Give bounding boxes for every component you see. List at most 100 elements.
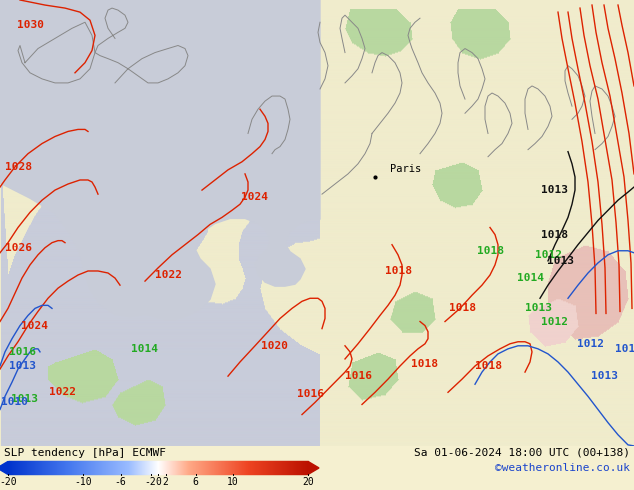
- Text: SLP tendency [hPa] ECMWF: SLP tendency [hPa] ECMWF: [4, 448, 166, 458]
- Text: 1022: 1022: [155, 270, 181, 280]
- Bar: [76, 462, 77, 474]
- Bar: [77, 462, 78, 474]
- Bar: [130, 462, 131, 474]
- Bar: [155, 462, 156, 474]
- Bar: [78, 462, 79, 474]
- Text: 1013: 1013: [524, 303, 552, 314]
- Bar: [230, 462, 231, 474]
- Bar: [59, 462, 60, 474]
- Bar: [133, 462, 134, 474]
- Bar: [262, 462, 263, 474]
- Bar: [166, 462, 167, 474]
- Bar: [99, 462, 100, 474]
- Bar: [85, 462, 86, 474]
- Text: 1024: 1024: [22, 320, 48, 331]
- Text: 1024: 1024: [242, 192, 269, 202]
- Bar: [188, 462, 189, 474]
- Bar: [41, 462, 42, 474]
- Bar: [11, 462, 12, 474]
- Bar: [114, 462, 115, 474]
- Bar: [302, 462, 303, 474]
- Text: -20: -20: [0, 477, 17, 488]
- Bar: [297, 462, 298, 474]
- Bar: [73, 462, 74, 474]
- Text: 1013: 1013: [8, 361, 36, 371]
- Bar: [175, 462, 176, 474]
- Bar: [164, 462, 165, 474]
- Bar: [146, 462, 147, 474]
- Bar: [20, 462, 21, 474]
- Bar: [40, 462, 41, 474]
- Bar: [68, 462, 69, 474]
- Bar: [284, 462, 285, 474]
- Bar: [127, 462, 128, 474]
- Bar: [9, 462, 10, 474]
- Bar: [185, 462, 186, 474]
- Text: 1018: 1018: [477, 246, 503, 256]
- Bar: [204, 462, 205, 474]
- Bar: [104, 462, 105, 474]
- Bar: [33, 462, 34, 474]
- Text: 0: 0: [155, 477, 161, 488]
- Bar: [125, 462, 126, 474]
- Bar: [189, 462, 190, 474]
- Bar: [90, 462, 91, 474]
- Bar: [121, 462, 122, 474]
- Bar: [51, 462, 52, 474]
- Bar: [275, 462, 276, 474]
- Bar: [279, 462, 280, 474]
- Bar: [50, 462, 51, 474]
- Bar: [156, 462, 157, 474]
- Bar: [163, 462, 164, 474]
- Text: 1013: 1013: [541, 185, 569, 195]
- Text: 1020: 1020: [261, 341, 288, 351]
- Bar: [280, 462, 281, 474]
- Bar: [95, 462, 96, 474]
- Bar: [79, 462, 80, 474]
- Bar: [200, 462, 201, 474]
- Bar: [213, 462, 214, 474]
- Bar: [265, 462, 266, 474]
- Text: 1013: 1013: [592, 371, 619, 381]
- Bar: [136, 462, 137, 474]
- Bar: [187, 462, 188, 474]
- Bar: [60, 462, 61, 474]
- Bar: [205, 462, 206, 474]
- Bar: [248, 462, 249, 474]
- Bar: [71, 462, 72, 474]
- Bar: [228, 462, 229, 474]
- Bar: [96, 462, 97, 474]
- Bar: [233, 462, 234, 474]
- Text: 1016: 1016: [8, 347, 36, 357]
- Bar: [194, 462, 195, 474]
- Bar: [231, 462, 232, 474]
- Bar: [128, 462, 129, 474]
- Text: 1013: 1013: [11, 394, 39, 404]
- Bar: [87, 462, 88, 474]
- Bar: [83, 462, 84, 474]
- Bar: [294, 462, 295, 474]
- Bar: [27, 462, 28, 474]
- Bar: [219, 462, 220, 474]
- Bar: [211, 462, 212, 474]
- Bar: [162, 462, 163, 474]
- Bar: [289, 462, 290, 474]
- Text: 1030: 1030: [16, 20, 44, 30]
- Bar: [28, 462, 29, 474]
- Bar: [300, 462, 301, 474]
- Bar: [69, 462, 70, 474]
- Bar: [144, 462, 145, 474]
- Bar: [169, 462, 170, 474]
- Bar: [173, 462, 174, 474]
- Bar: [124, 462, 125, 474]
- Bar: [283, 462, 284, 474]
- Text: 1028: 1028: [4, 162, 32, 172]
- Text: 1016: 1016: [297, 390, 323, 399]
- Polygon shape: [0, 0, 320, 319]
- Bar: [215, 462, 216, 474]
- Bar: [48, 462, 49, 474]
- Bar: [225, 462, 226, 474]
- Bar: [192, 462, 193, 474]
- Bar: [129, 462, 130, 474]
- Bar: [281, 462, 282, 474]
